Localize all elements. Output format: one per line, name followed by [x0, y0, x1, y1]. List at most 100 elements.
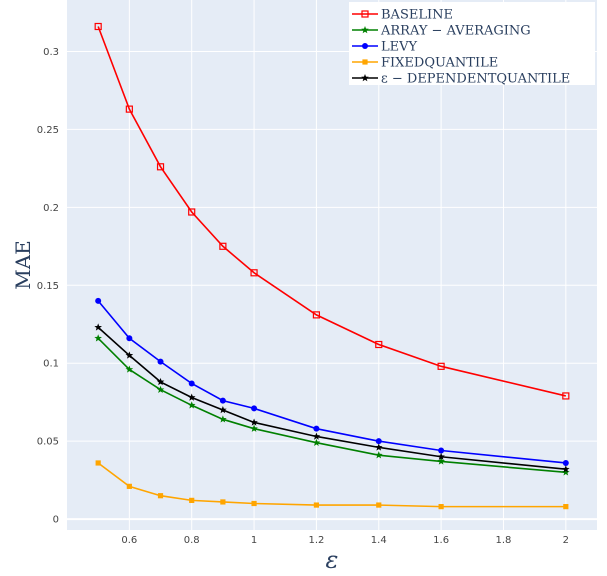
series-line: [97, 300, 566, 464]
legend-item[interactable]: ARRAY − AVERAGING: [352, 24, 531, 39]
data-point: [438, 447, 445, 454]
data-point: [125, 351, 134, 359]
data-point: [126, 335, 133, 342]
data-point: [437, 362, 445, 370]
data-point: [94, 334, 102, 342]
data-point: [157, 493, 164, 499]
series-line: [97, 26, 567, 397]
data-point: [562, 392, 570, 400]
data-point: [125, 365, 134, 373]
data-point: [219, 415, 227, 423]
data-point: [250, 269, 258, 277]
data-point: [188, 380, 195, 387]
data-point: [157, 358, 164, 365]
legend-label: LEVY: [381, 40, 418, 55]
legend-label: FIXEDQUANTILE: [381, 56, 498, 71]
x-tick-label: 1.6: [433, 535, 449, 546]
x-tick-label: 1.2: [308, 535, 324, 546]
series-line: [97, 462, 566, 508]
legend-item[interactable]: BASELINE: [352, 8, 453, 23]
series-line: [97, 326, 566, 471]
data-point: [562, 459, 569, 466]
legend-label: ε − DEPENDENTQUANTILE: [381, 72, 570, 87]
data-point: [374, 443, 383, 451]
data-point: [438, 504, 444, 510]
grid-lines: [67, 0, 597, 530]
x-tick-label: 0.8: [184, 535, 200, 546]
legend-item[interactable]: LEVY: [352, 40, 418, 55]
y-tick-label: 0.2: [43, 203, 59, 214]
data-point: [251, 500, 257, 507]
series-line: [97, 337, 566, 474]
legend-swatch-marker: [361, 10, 369, 18]
legend-item[interactable]: FIXEDQUANTILE: [352, 56, 498, 71]
data-point: [125, 105, 133, 113]
y-tick-label: 0: [53, 515, 59, 526]
data-point: [375, 438, 382, 445]
legend-item[interactable]: ε − DEPENDENTQUANTILE: [352, 72, 570, 87]
data-point: [156, 385, 165, 393]
y-tick-label: 0.25: [37, 125, 59, 136]
legend-swatch-marker: [362, 59, 368, 65]
data-point: [250, 424, 258, 432]
legend-swatch-marker: [361, 74, 369, 82]
series-0: [94, 22, 570, 400]
data-point: [563, 504, 569, 510]
data-point: [95, 460, 101, 466]
x-tick-labels: 0.6 0.8 1 1.2 1.4 1.6 1.8 2: [121, 535, 569, 546]
data-point: [562, 468, 570, 476]
data-point: [219, 242, 227, 250]
data-point: [219, 397, 226, 404]
data-point: [312, 438, 321, 446]
data-point: [562, 465, 570, 473]
data-point: [437, 452, 445, 460]
data-point: [189, 497, 195, 503]
y-tick-label: 0.3: [43, 47, 59, 58]
y-tick-label: 0.05: [37, 437, 59, 448]
data-point: [312, 311, 321, 319]
x-tick-label: 1: [251, 535, 257, 546]
data-point: [94, 323, 102, 331]
x-tick-label: 2: [563, 535, 569, 546]
data-point: [374, 451, 383, 459]
data-point: [250, 418, 258, 426]
data-point: [251, 405, 258, 412]
x-tick-label: 1.8: [496, 535, 512, 546]
data-point: [94, 22, 102, 31]
data-point: [375, 340, 383, 349]
series-1: [94, 334, 570, 476]
data-point: [376, 502, 382, 508]
data-point: [187, 393, 196, 401]
y-axis-title: MAE: [11, 240, 35, 290]
data-point: [313, 502, 320, 508]
data-point: [219, 405, 227, 414]
legend-swatch-marker: [362, 43, 368, 49]
series-4: [94, 323, 570, 473]
y-tick-label: 0.15: [37, 281, 59, 292]
series-3: [95, 460, 569, 510]
data-point: [156, 377, 165, 386]
plot-background: [67, 0, 597, 530]
series-group: [94, 22, 570, 510]
data-point: [220, 499, 226, 505]
legend-label: ARRAY − AVERAGING: [380, 24, 531, 39]
legend-swatch-marker: [361, 26, 369, 34]
data-point: [187, 401, 196, 409]
data-point: [126, 483, 132, 489]
x-axis-title: ε: [326, 546, 339, 574]
data-point: [313, 425, 320, 432]
x-tick-label: 0.6: [121, 535, 137, 546]
data-point: [437, 457, 445, 465]
x-tick-label: 1.4: [371, 535, 387, 546]
data-point: [95, 297, 102, 304]
y-tick-labels: 0 0.05 0.1 0.15 0.2 0.25 0.3: [37, 47, 59, 526]
legend-label: BASELINE: [381, 8, 453, 23]
data-point: [156, 163, 165, 171]
legend-background: [349, 2, 595, 85]
series-2: [95, 297, 569, 466]
y-tick-label: 0.1: [43, 359, 59, 370]
data-point: [312, 432, 321, 440]
data-point: [188, 208, 196, 216]
